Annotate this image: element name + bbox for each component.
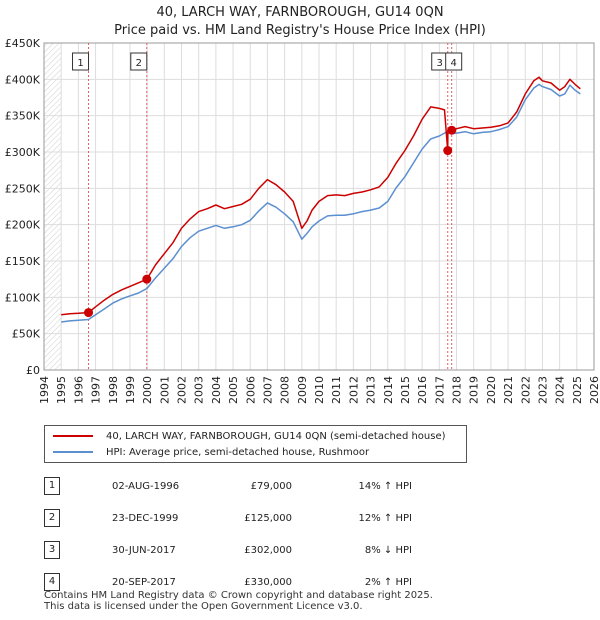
x-tick-label: 2015 [399, 376, 412, 404]
table-row: 4 20-SEP-2017 £330,000 2% ↑ HPI [40, 566, 412, 598]
x-tick-label: 2018 [451, 376, 464, 404]
chart-title: 40, LARCH WAY, FARNBOROUGH, GU14 0QN [156, 5, 444, 20]
legend-label-hpi: HPI: Average price, semi-detached house,… [106, 446, 370, 458]
x-tick-label: 2016 [416, 376, 429, 404]
transaction-number: 4 [44, 573, 60, 591]
transaction-date: 02-AUG-1996 [112, 480, 180, 492]
transaction-label: 4 [451, 58, 457, 69]
y-tick-label: £300K [5, 146, 41, 159]
transaction-label-box [130, 52, 148, 71]
x-tick-label: 2001 [158, 376, 171, 404]
x-tick-label: 2000 [141, 376, 154, 404]
transaction-number: 1 [44, 477, 60, 495]
transaction-label: 2 [136, 58, 142, 69]
transaction-hpi: 2% ↑ HPI [364, 576, 412, 588]
footer-license: This data is licensed under the Open Gov… [44, 601, 363, 612]
series-line-hpi [61, 83, 581, 323]
transaction-label: 3 [437, 58, 443, 69]
x-tick-label: 2019 [468, 376, 481, 404]
x-tick-label: 2022 [519, 376, 532, 404]
legend-swatch-hpi [53, 451, 93, 453]
transaction-date: 23-DEC-1999 [112, 512, 179, 524]
y-tick-label: £250K [5, 182, 41, 195]
price-chart: £0 £50K £100K £150K £200K £250K £300K £350K £400… [5, 37, 600, 404]
y-tick-label: £50K [12, 328, 41, 341]
legend-item-hpi: HPI: Average price, semi-detached house,… [53, 445, 369, 459]
transaction-price: £330,000 [244, 576, 292, 588]
y-tick-label: £150K [5, 255, 41, 268]
legend-item-property: 40, LARCH WAY, FARNBOROUGH, GU14 0QN (se… [53, 429, 446, 443]
x-tick-label: 2011 [330, 376, 343, 404]
x-tick-label: 1998 [107, 376, 120, 404]
x-tick-label: 2012 [347, 376, 360, 404]
y-tick-label: £0 [26, 364, 40, 377]
transaction-hpi: 14% ↑ HPI [358, 480, 412, 492]
series-line-property [61, 76, 581, 316]
transaction-number: 2 [44, 509, 60, 527]
transaction-point [142, 274, 152, 284]
x-tick-label: 2007 [261, 376, 274, 404]
y-tick-label: £200K [5, 219, 41, 232]
x-tick-label: 2010 [313, 376, 326, 404]
transaction-hpi: 8% ↓ HPI [364, 544, 412, 556]
x-tick-label: 1996 [72, 376, 85, 404]
transaction-number: 3 [44, 541, 60, 559]
x-tick-label: 2008 [279, 376, 292, 404]
transaction-price: £79,000 [250, 480, 292, 492]
transaction-hpi: 12% ↑ HPI [358, 512, 412, 524]
plot-frame [43, 42, 595, 371]
legend-swatch-property [53, 435, 93, 437]
x-tick-label: 1995 [55, 376, 68, 404]
x-tick-label: 2009 [296, 376, 309, 404]
table-row: 3 30-JUN-2017 £302,000 8% ↓ HPI [40, 534, 412, 566]
table-row: 1 02-AUG-1996 £79,000 14% ↑ HPI [40, 470, 412, 502]
transaction-label-box [72, 52, 90, 71]
transaction-label-box [445, 52, 463, 71]
x-tick-label: 1994 [38, 376, 51, 404]
transaction-point [447, 125, 457, 135]
x-tick-label: 2026 [588, 376, 600, 404]
x-tick-label: 2014 [382, 376, 395, 404]
x-tick-label: 2005 [227, 376, 240, 404]
x-tick-label: 2004 [210, 376, 223, 404]
y-tick-label: £400K [5, 73, 41, 86]
x-tick-label: 2020 [485, 376, 498, 404]
x-tick-label: 2017 [433, 376, 446, 404]
legend-label-property: 40, LARCH WAY, FARNBOROUGH, GU14 0QN (se… [106, 430, 446, 442]
transaction-label: 1 [77, 58, 83, 69]
transaction-date: 20-SEP-2017 [112, 576, 176, 588]
x-tick-label: 2025 [571, 376, 584, 404]
x-tick-label: 1999 [124, 376, 137, 404]
transaction-price: £125,000 [244, 512, 292, 524]
footer-copyright: Contains HM Land Registry data © Crown c… [44, 590, 433, 601]
x-tick-label: 2003 [193, 376, 206, 404]
transaction-date: 30-JUN-2017 [112, 544, 176, 556]
y-tick-label: £100K [5, 291, 41, 304]
legend: 40, LARCH WAY, FARNBOROUGH, GU14 0QN (se… [44, 425, 467, 463]
hatch-region-start [44, 43, 62, 370]
y-tick-label: £450K [5, 37, 41, 50]
transaction-point [443, 146, 453, 156]
transaction-price: £302,000 [244, 544, 292, 556]
x-tick-label: 2002 [176, 376, 189, 404]
x-tick-label: 2024 [554, 376, 567, 404]
chart-subtitle: Price paid vs. HM Land Registry's House … [114, 23, 486, 38]
x-tick-label: 2013 [365, 376, 378, 404]
y-tick-label: £350K [5, 110, 41, 123]
x-tick-label: 2023 [536, 376, 549, 404]
x-tick-label: 2006 [244, 376, 257, 404]
x-tick-label: 2021 [502, 376, 515, 404]
transaction-point [84, 308, 94, 318]
x-tick-label: 1997 [90, 376, 103, 404]
footer: Contains HM Land Registry data © Crown c… [44, 590, 433, 612]
table-row: 2 23-DEC-1999 £125,000 12% ↑ HPI [40, 502, 412, 534]
transactions-table: 1 02-AUG-1996 £79,000 14% ↑ HPI 2 23-DEC… [40, 470, 412, 598]
